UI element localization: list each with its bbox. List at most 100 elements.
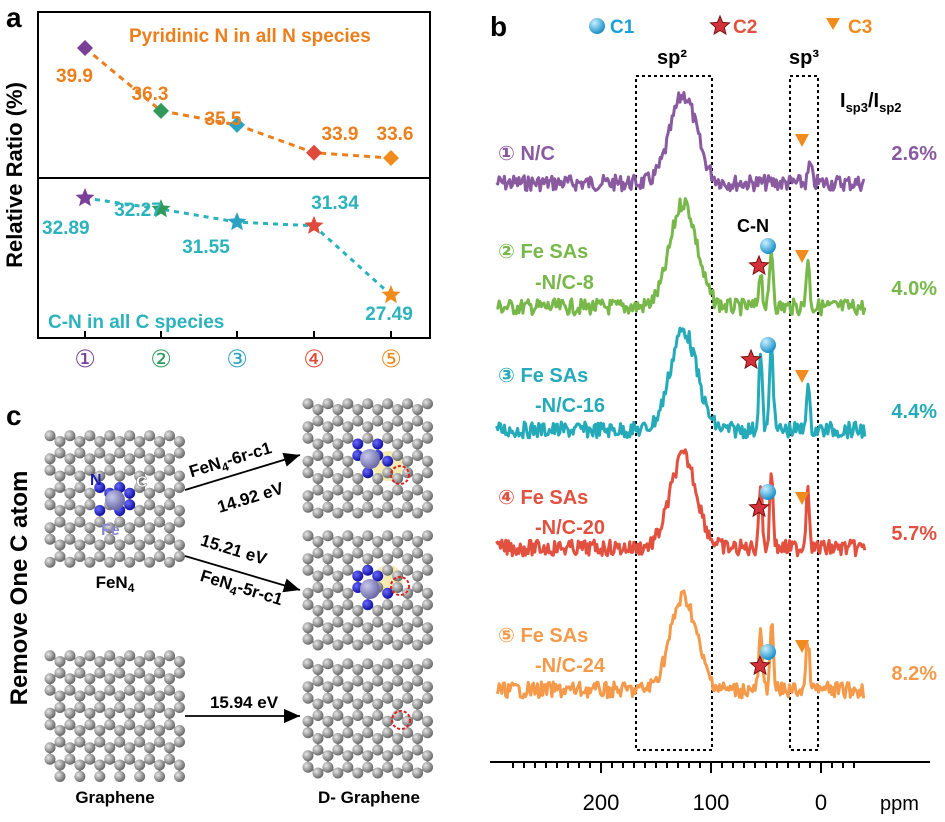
sp3-region-box <box>789 75 819 751</box>
panel-b-xtick-label: 100 <box>693 790 730 815</box>
graphene-structure <box>44 650 185 782</box>
vacancy-marker <box>391 710 411 730</box>
panel-a-xtick-label: ⑤ <box>380 346 402 373</box>
sp2-region-box <box>635 75 713 751</box>
pyridinic-point <box>229 116 245 133</box>
atom-label-c: C <box>136 474 148 491</box>
nmr-traces <box>495 91 867 700</box>
panel-a-xtick-label: ① <box>74 346 96 373</box>
panel-a-xtick-label: ② <box>150 346 172 373</box>
fe-atom <box>360 579 380 599</box>
cn-data-label: 27.49 <box>365 304 413 325</box>
fe-atom <box>105 490 125 510</box>
atom-label-n: N <box>90 472 102 489</box>
pyridinic-data-label: 33.9 <box>322 124 359 145</box>
ratio-value: 4.0% <box>891 278 937 300</box>
nmr-trace <box>496 197 867 317</box>
nmr-trace <box>495 91 865 193</box>
legend-c2-icon <box>709 14 731 36</box>
ratio-header: Isp3/Isp2 <box>840 90 902 115</box>
atom-label-fe: Fe <box>101 522 120 539</box>
c3-marker <box>795 370 809 383</box>
nmr-trace <box>495 589 866 700</box>
cn-data-label: 31.34 <box>311 193 359 214</box>
nmr-peak-markers <box>740 134 809 676</box>
panel-a-marks: 39.9 36.3 35.5 33.9 33.6 32.89 32.27 31.55 31.34… <box>42 40 413 325</box>
panel-a-ylabel: Relative Ratio (%) <box>2 82 27 268</box>
ratio-value: 2.6% <box>891 143 937 165</box>
cn-data-label: 31.55 <box>182 237 230 258</box>
fen4-6r-c1-structure <box>302 398 434 519</box>
arrow3-label: 15.94 eV <box>210 693 279 712</box>
ratio-value: 8.2% <box>891 663 937 685</box>
legend-c3-icon <box>826 18 840 30</box>
nmr-sample-label: ① N/C <box>498 143 555 165</box>
arrow-5r-c1 <box>184 555 301 593</box>
c1-marker <box>760 484 776 500</box>
series-label-pyridinic: Pyridinic N in all N species <box>129 26 371 47</box>
nmr-sample-label-2: -N/C-16 <box>535 395 605 417</box>
pyridinic-data-label: 39.9 <box>56 66 93 87</box>
fen4-label: FeN4 <box>96 573 135 595</box>
cn-data-label: 32.89 <box>42 218 90 239</box>
fe-atom <box>360 449 380 469</box>
ratio-value: 4.4% <box>891 401 937 423</box>
dgraphene-structure <box>302 658 434 779</box>
cn-point <box>151 199 171 218</box>
nmr-sample-label-2: -N/C-8 <box>535 272 594 294</box>
c1-marker <box>760 644 776 660</box>
legend-c2-label: C2 <box>733 17 757 38</box>
pyridinic-point <box>153 102 169 119</box>
pyridinic-data-label: 33.6 <box>377 124 414 145</box>
arrow-6r-c1 <box>184 452 301 491</box>
structure-models <box>44 398 434 782</box>
panel-a-xtick-label: ④ <box>303 346 325 373</box>
cn-point <box>75 188 95 207</box>
nmr-trace <box>495 326 867 440</box>
graphene-label: Graphene <box>75 788 154 807</box>
panel-label-b: b <box>490 11 507 42</box>
nmr-sample-label-2: -N/C-20 <box>535 517 605 539</box>
panel-label-c: c <box>6 400 22 431</box>
cn-peak-label: C-N <box>737 216 769 236</box>
nmr-sample-label: ③ Fe SAs <box>498 365 588 387</box>
panel-b-xlabel: ppm <box>880 793 919 815</box>
fen4-5r-c1-structure <box>302 530 434 651</box>
vacancy-marker <box>390 576 410 596</box>
pyridinic-point <box>383 150 399 166</box>
cn-point <box>381 285 401 304</box>
pyridinic-point <box>77 40 93 56</box>
nmr-trace <box>495 448 867 558</box>
pyridinic-data-label: 35.5 <box>205 109 242 130</box>
c2-marker <box>740 348 762 370</box>
series-label-cn: C-N in all C species <box>48 312 224 333</box>
cn-data-label: 32.27 <box>114 200 162 221</box>
panel-b-xtick-label: 0 <box>815 790 827 815</box>
arrow1-bottom-label: 14.92 eV <box>215 479 286 517</box>
legend-c1-icon <box>589 18 605 34</box>
c3-marker <box>795 250 809 263</box>
arrow1-top-label: FeN4-6r-c1 <box>187 438 275 484</box>
sp3-region-label: sp³ <box>789 47 819 69</box>
pyridinic-point <box>306 144 322 161</box>
panel-a-xticks: ① ② ③ ④ ⑤ <box>74 331 402 373</box>
remove-c-label: Remove One C atom <box>6 471 33 706</box>
nmr-sample-label-2: -N/C-24 <box>535 655 606 677</box>
fen4-structure <box>44 430 185 568</box>
c3-marker <box>795 134 809 147</box>
panel-a-frame <box>37 11 431 339</box>
nmr-sample-labels: ① N/C 2.6% ② Fe SAs -N/C-8 4.0% ③ Fe SAs -N/C-… <box>498 143 937 685</box>
panel-a-xtick-label: ③ <box>226 346 248 373</box>
dgraphene-label: D- Graphene <box>318 788 420 807</box>
vacancy-marker <box>390 465 410 485</box>
c1-marker <box>760 238 776 254</box>
nmr-sample-label: ④ Fe SAs <box>498 487 588 509</box>
c1-marker <box>760 337 776 353</box>
c2-marker <box>748 254 770 276</box>
legend-c3-label: C3 <box>848 17 872 38</box>
panel-a-chart: Relative Ratio (%) Pyridinic N in all N … <box>2 11 431 373</box>
ratio-value: 5.7% <box>891 523 937 545</box>
nmr-sample-label: ⑤ Fe SAs <box>498 625 588 647</box>
panel-b-chart: C1 C2 C3 sp² sp³ Isp3/Isp2 C-N ① N/C 2.6%… <box>490 14 937 815</box>
